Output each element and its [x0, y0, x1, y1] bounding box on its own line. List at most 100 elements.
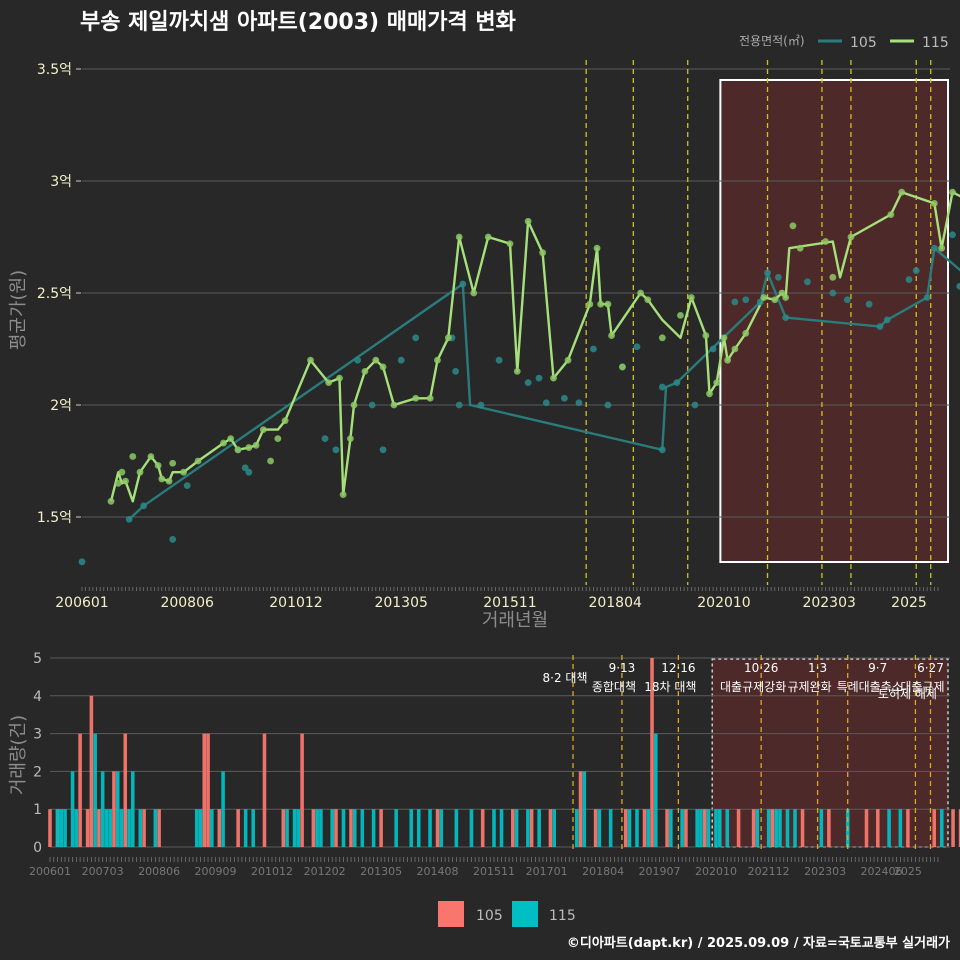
legend-bar-115-swatch: [512, 901, 538, 927]
point-105-30: [658, 446, 666, 454]
bottom-x-tick-label-12: 202010: [695, 865, 737, 878]
bar-115-6: [100, 771, 105, 847]
bar-115-9: [115, 771, 120, 847]
bar-115-58: [717, 809, 722, 847]
bar-115-7: [104, 809, 109, 847]
point-115-62: [742, 329, 750, 337]
bottom-x-tick-label-13: 202112: [748, 865, 790, 878]
point-115-36: [455, 233, 463, 241]
bottom-bars: [48, 658, 960, 847]
point-105-19: [477, 401, 485, 409]
point-105-42: [829, 289, 837, 297]
point-105-50: [930, 244, 938, 252]
bar-115-53: [680, 809, 684, 847]
bar-115-50: [646, 809, 651, 847]
point-115-37: [470, 289, 478, 297]
bar-115-35: [439, 809, 444, 847]
event-name-label-7: 대출규제: [900, 680, 944, 694]
event-name-label-3: 대출규제강화: [720, 680, 786, 694]
point-115-11: [180, 468, 187, 476]
point-105-7: [245, 468, 253, 476]
point-105-18: [459, 280, 467, 288]
bar-115-16: [198, 809, 203, 847]
point-115-75: [938, 244, 946, 252]
top-minor-ticks: [81, 587, 939, 591]
point-115-34: [434, 356, 441, 364]
bar-105-0: [48, 809, 52, 847]
top-x-tick-label-4: 201511: [483, 595, 536, 611]
point-115-15: [234, 446, 242, 454]
bar-115-0: [55, 809, 60, 847]
point-115-10: [169, 459, 177, 467]
bar-115-65: [793, 809, 797, 847]
point-105-33: [691, 401, 699, 409]
bar-105-36: [770, 809, 775, 847]
top-legend-title: 전용면적(㎡): [739, 34, 805, 48]
point-105-36: [742, 296, 750, 304]
point-105-45: [876, 323, 884, 330]
chart-title: 부송 제일까치샘 아파트(2003) 매매가격 변화: [80, 10, 516, 35]
point-115-32: [412, 394, 420, 402]
point-105-40: [782, 314, 790, 322]
bottom-x-tick-label-8: 201511: [473, 865, 515, 878]
point-115-57: [706, 390, 713, 398]
bar-115-55: [699, 809, 703, 847]
point-115-4: [129, 453, 137, 460]
bar-115-69: [898, 809, 903, 847]
point-105-14: [412, 334, 420, 342]
bar-115-26: [330, 809, 334, 847]
bar-105-18: [334, 809, 338, 847]
point-105-23: [542, 399, 550, 407]
event-date-label-1: 9·13: [609, 661, 636, 675]
bar-105-26: [578, 771, 583, 847]
bar-105-9: [157, 809, 161, 847]
bar-115-60: [755, 809, 760, 847]
bottom-x-ticks: 200601 200703 200806 200909 201012 201202 2013…: [29, 865, 922, 878]
point-105-34: [709, 345, 717, 353]
point-105-21: [524, 379, 532, 386]
point-105-52: [956, 282, 960, 290]
point-115-58: [713, 379, 721, 386]
top-x-tick-label-6: 202010: [697, 595, 750, 611]
point-115-64: [771, 296, 779, 304]
source-caption: ©디아파트(dapt.kr) / 2025.09.09 / 자료=국토교통부 실…: [567, 935, 950, 951]
event-date-label-5: 9·7: [868, 661, 887, 675]
point-115-61: [731, 345, 739, 353]
bar-115-28: [352, 809, 357, 847]
top-series-lines: [109, 190, 960, 521]
bar-105-33: [702, 809, 707, 847]
bar-105-6: [112, 771, 116, 847]
bar-115-59: [725, 809, 730, 847]
point-115-28: [361, 368, 369, 375]
top-y-tick-label-4: 3.5억: [37, 62, 72, 78]
point-115-29: [372, 356, 380, 364]
bar-105-37: [800, 809, 805, 847]
point-115-73: [898, 188, 906, 196]
top-x-tick-label-7: 202303: [802, 595, 855, 611]
bar-105-16: [300, 733, 304, 847]
bar-115-33: [416, 809, 421, 847]
bar-115-70: [939, 809, 944, 847]
bar-115-38: [492, 809, 496, 847]
point-105-38: [764, 269, 771, 277]
point-115-38: [484, 233, 492, 241]
point-115-30: [379, 363, 387, 371]
point-115-33: [426, 394, 434, 402]
bar-115-22: [292, 809, 297, 847]
point-115-19: [267, 457, 275, 465]
bottom-x-tick-label-9: 201701: [526, 865, 568, 878]
point-105-51: [949, 231, 956, 239]
bar-105-15: [281, 809, 286, 847]
point-105-2: [140, 502, 148, 510]
point-115-55: [687, 294, 695, 301]
bar-115-39: [499, 809, 504, 847]
bottom-x-tick-label-4: 201012: [251, 865, 293, 878]
bottom-event-lines: [572, 655, 932, 850]
bar-105-30: [650, 658, 654, 847]
point-115-41: [524, 217, 532, 225]
bar-115-41: [526, 809, 530, 847]
bottom-x-tick-label-15: 202406: [861, 865, 903, 878]
legend-bar-115-label: 115: [549, 908, 576, 924]
bar-105-5: [97, 809, 101, 847]
